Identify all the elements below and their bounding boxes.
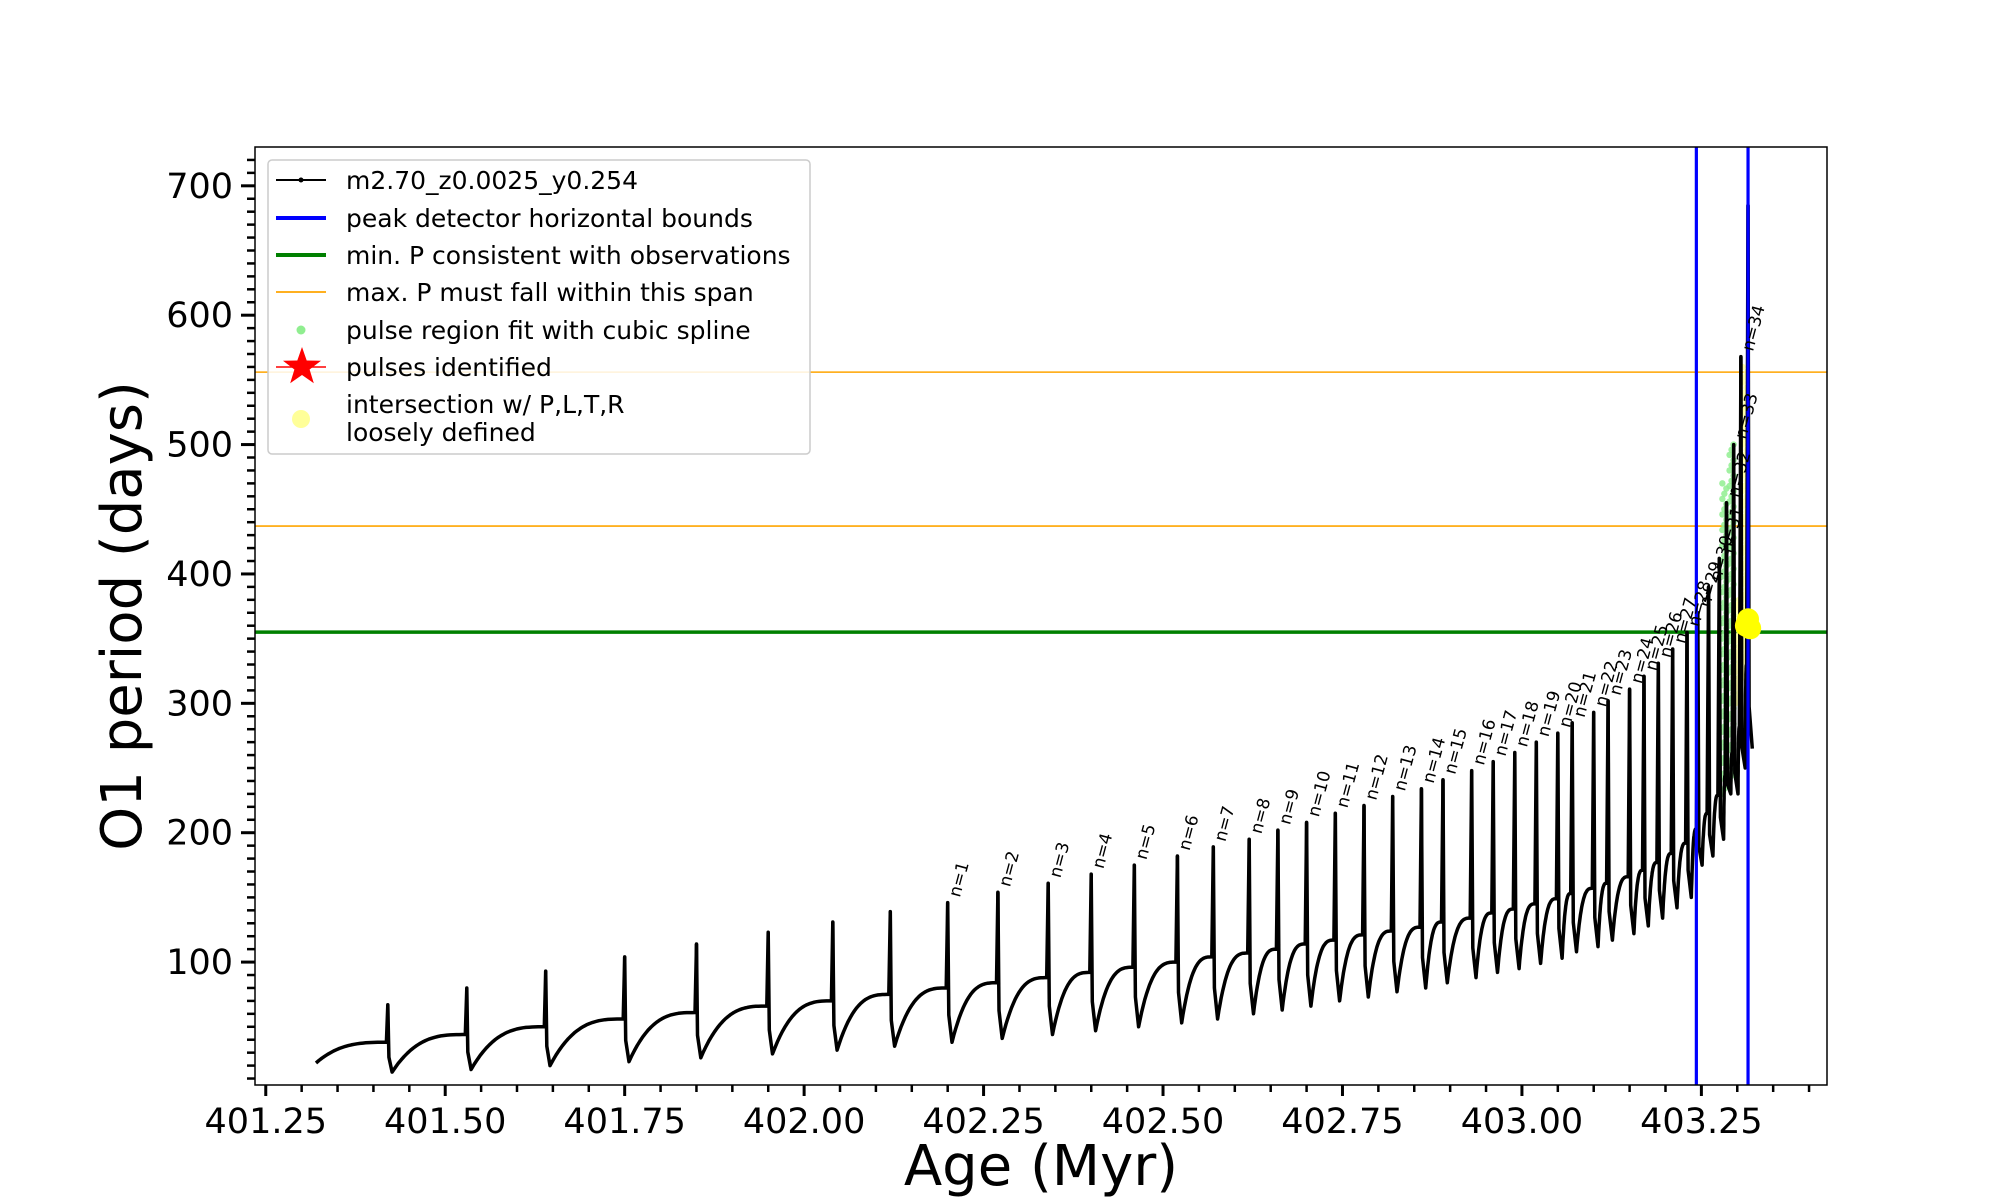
legend-label: pulse region fit with cubic spline: [346, 316, 751, 345]
spline-fit-point: [1719, 542, 1726, 549]
y-tick-label: 300: [166, 684, 233, 724]
legend-entry: max. P must fall within this span: [276, 278, 754, 307]
series-line: [314, 203, 1755, 1074]
legend-swatch-star: [283, 347, 321, 384]
intersection-point: [1739, 617, 1762, 640]
legend-label: m2.70_z0.0025_y0.254: [346, 166, 638, 195]
legend-entry: m2.70_z0.0025_y0.254: [276, 166, 638, 195]
legend-label: max. P must fall within this span: [346, 278, 754, 307]
x-tick-label: 401.75: [563, 1102, 685, 1142]
x-tick-label: 402.25: [922, 1102, 1044, 1142]
pulse-label: n=2: [995, 849, 1024, 889]
y-tick-label: 400: [166, 555, 233, 595]
pulse-label: n=10: [1304, 769, 1335, 819]
spline-fit-point: [1719, 480, 1726, 487]
pulse-label: n=13: [1390, 743, 1421, 793]
legend-swatch-dot: [296, 325, 306, 335]
legend-entry: min. P consistent with observations: [276, 241, 791, 270]
x-tick-label: 402.75: [1281, 1102, 1403, 1142]
legend-entry: pulses identified: [276, 347, 552, 384]
legend-label: min. P consistent with observations: [346, 241, 791, 270]
x-tick-label: 403.00: [1461, 1102, 1583, 1142]
pulse-label: n=5: [1132, 822, 1161, 862]
x-axis: 401.25 401.50 401.75 402.00 402.25 402.50 402.…: [205, 1085, 1811, 1142]
y-axis: 100 200 300 400 500 600 700: [166, 158, 255, 1080]
pulse-label: n=6: [1175, 813, 1204, 853]
pulse-label: n=12: [1362, 752, 1393, 802]
x-tick-label: 402.50: [1102, 1102, 1224, 1142]
pulse-label: n=7: [1211, 804, 1240, 844]
legend-label-line2: loosely defined: [346, 418, 536, 447]
pulse-label: n=1: [945, 859, 974, 899]
pulse-label: n=8: [1247, 796, 1276, 836]
plot-frame: [254, 146, 1828, 1086]
pulse-label: n=33: [1731, 391, 1762, 441]
pulse-label: n=3: [1046, 840, 1075, 880]
spline-fit-point: [1726, 482, 1733, 490]
pulse-label: n=9: [1275, 787, 1304, 827]
intersection-points: [1734, 608, 1762, 640]
pulse-label: n=4: [1089, 831, 1118, 871]
x-tick-label: 401.50: [384, 1102, 506, 1142]
y-tick-label: 100: [166, 943, 233, 983]
legend-box: [267, 159, 811, 455]
y-tick-label: 700: [166, 167, 233, 207]
x-axis-title: Age (Myr): [904, 1134, 1178, 1199]
legend-label: peak detector horizontal bounds: [346, 204, 753, 233]
legend-label: pulses identified: [346, 353, 552, 382]
x-tick-label: 401.25: [205, 1102, 327, 1142]
spline-fit-point: [1726, 467, 1733, 474]
legend-swatch-marker: [298, 177, 304, 183]
pulse-label: n=34: [1738, 303, 1769, 353]
y-tick-label: 600: [166, 296, 233, 336]
legend-swatch-dot: [292, 410, 310, 428]
y-tick-label: 200: [166, 814, 233, 854]
spline-fit-point: [1719, 511, 1726, 518]
spline-fit-point: [1719, 526, 1726, 534]
spline-fit-point: [1719, 495, 1726, 503]
legend-entry: pulse region fit with cubic spline: [296, 316, 751, 345]
legend-entry: peak detector horizontal bounds: [276, 204, 753, 233]
pulse-label: n=11: [1333, 760, 1364, 810]
pulse-label: n=15: [1441, 726, 1472, 776]
spline-fit-point: [1721, 490, 1728, 497]
x-tick-label: 402.00: [743, 1102, 865, 1142]
spline-fit-point: [1726, 451, 1733, 459]
y-axis-title: O1 period (days): [90, 381, 155, 851]
legend-label: intersection w/ P,L,T,R: [346, 390, 625, 419]
x-tick-label: 403.25: [1640, 1102, 1762, 1142]
y-tick-label: 500: [166, 426, 233, 466]
